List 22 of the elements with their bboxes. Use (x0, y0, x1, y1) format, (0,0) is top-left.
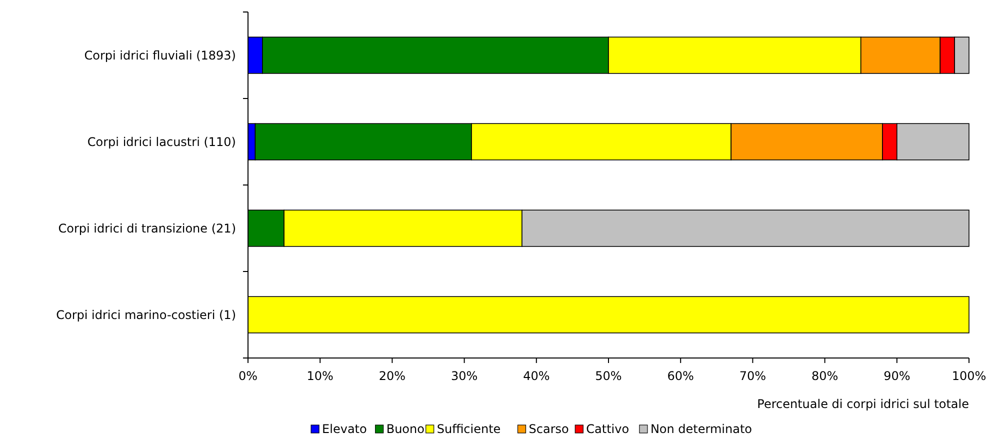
legend-label: Scarso (528, 422, 569, 436)
x-tick-label: 50% (595, 369, 622, 383)
x-tick-label: 90% (884, 369, 910, 383)
x-tick-label: 20% (378, 369, 406, 383)
legend-label: Elevato (322, 422, 367, 436)
legend-label: Sufficiente (436, 422, 501, 436)
x-tick-label: 0% (238, 369, 258, 383)
x-tick-label: 100% (952, 369, 986, 383)
y-tick-label: Corpi idrici di transizione (21) (58, 221, 236, 236)
x-tick-label: 60% (667, 369, 694, 383)
x-tick-label: 80% (811, 369, 838, 383)
legend-label: Non determinato (650, 422, 752, 436)
x-tick-label: 70% (739, 369, 766, 383)
x-tick-label: 10% (306, 369, 334, 383)
x-axis-title: Percentuale di corpi idrici sul totale (757, 397, 969, 411)
legend-label: Cattivo (586, 422, 630, 436)
y-tick-label: Corpi idrici fluviali (1893) (84, 48, 236, 62)
y-tick-label: Corpi idrici marino-costieri (1) (56, 308, 236, 322)
legend-label: Buono (386, 422, 424, 436)
y-tick-label: Corpi idrici lacustri (110) (87, 134, 236, 149)
x-tick-label: 30% (450, 369, 478, 383)
x-tick-label: 40% (523, 369, 550, 383)
